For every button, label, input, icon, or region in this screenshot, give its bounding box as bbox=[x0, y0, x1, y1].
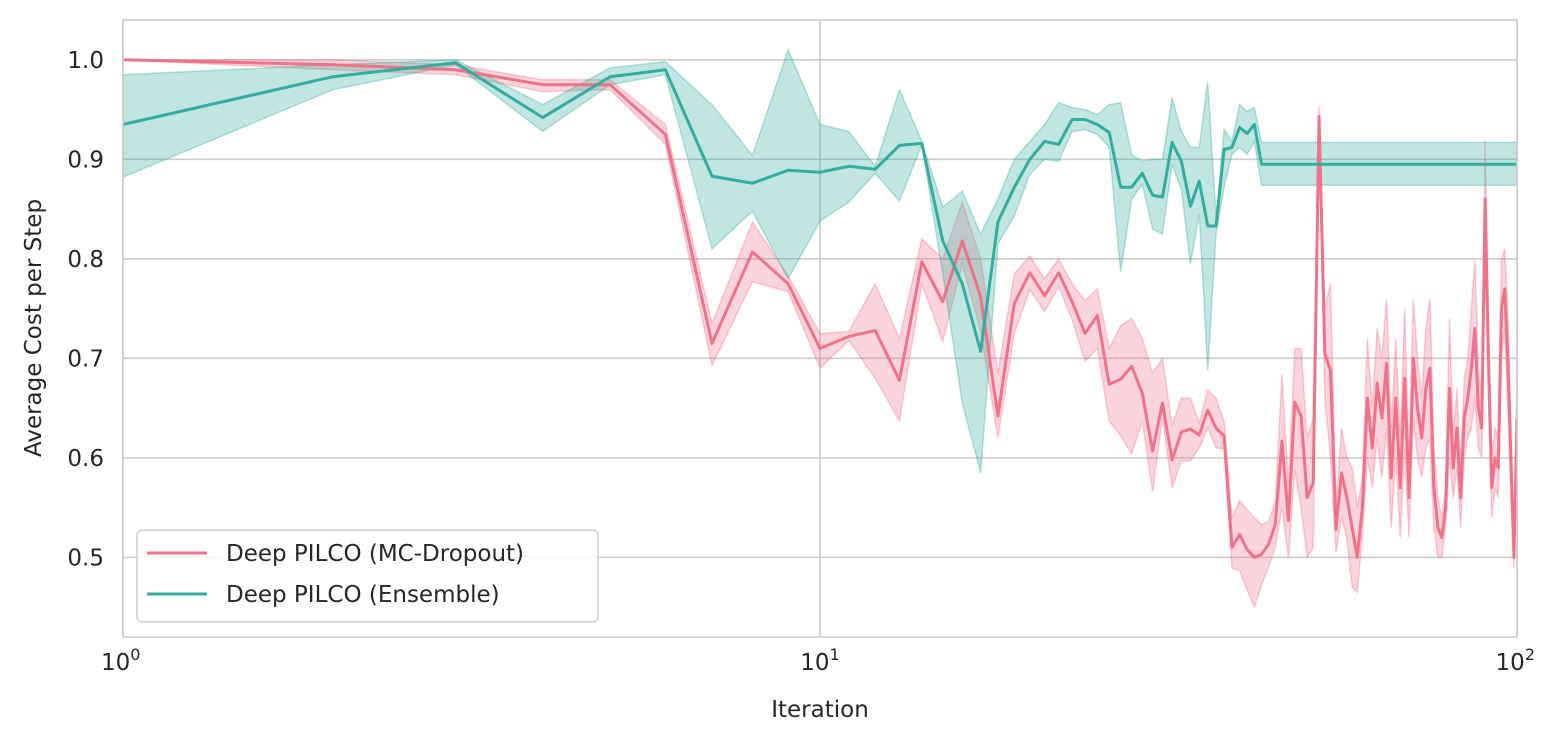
y-tick-label: 0.7 bbox=[67, 346, 104, 372]
band-mc-dropout bbox=[123, 59, 1517, 610]
legend-box bbox=[136, 529, 599, 623]
y-tick-labels: 0.5 0.6 0.7 0.8 0.9 1.0 bbox=[67, 48, 104, 572]
line-ensemble bbox=[123, 61, 1517, 353]
y-tick-label: 0.6 bbox=[67, 446, 104, 472]
legend-label-ensemble: Deep PILCO (Ensemble) bbox=[226, 582, 500, 608]
legend: Deep PILCO (MC-Dropout) Deep PILCO (Ense… bbox=[136, 529, 599, 623]
x-tick-label: 101 bbox=[800, 645, 839, 676]
line-mc-dropout bbox=[123, 58, 1517, 559]
y-axis-title: Average Cost per Step bbox=[21, 199, 47, 457]
y-tick-label: 0.5 bbox=[67, 545, 104, 571]
legend-label-mc-dropout: Deep PILCO (MC-Dropout) bbox=[226, 541, 524, 567]
x-axis-title: Iteration bbox=[771, 697, 869, 723]
y-tick-label: 0.8 bbox=[67, 247, 104, 273]
series-lines bbox=[123, 58, 1517, 559]
y-tick-label: 1.0 bbox=[67, 48, 104, 74]
y-tick-label: 0.9 bbox=[67, 147, 104, 173]
plot-frame bbox=[122, 19, 1518, 638]
